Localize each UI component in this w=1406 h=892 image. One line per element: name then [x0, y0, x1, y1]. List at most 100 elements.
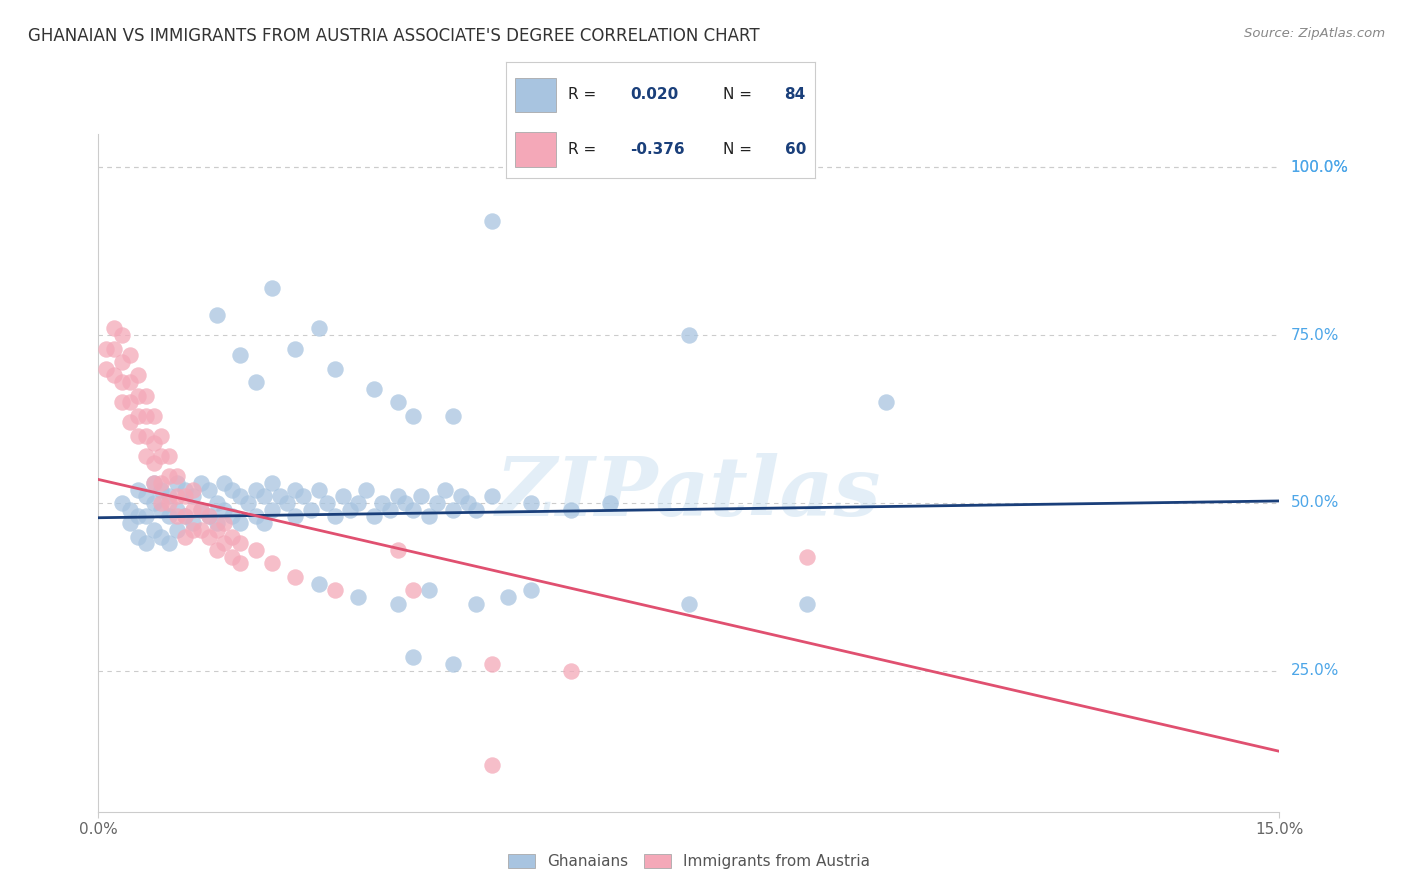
Point [433, 483, 456, 497]
Point [308, 576, 330, 591]
Point [245, 483, 267, 497]
Point [127, 368, 149, 383]
Point [363, 509, 385, 524]
Point [875, 395, 897, 409]
Point [441, 409, 464, 423]
Point [127, 483, 149, 497]
Point [205, 543, 228, 558]
Point [205, 516, 228, 530]
Point [127, 409, 149, 423]
Point [181, 483, 204, 497]
Point [560, 664, 582, 678]
Point [166, 502, 188, 516]
Point [181, 516, 204, 530]
Point [284, 342, 307, 356]
Point [157, 509, 180, 524]
Text: 100.0%: 100.0% [1291, 160, 1348, 175]
Point [142, 409, 165, 423]
Point [354, 483, 377, 497]
Text: 0.020: 0.020 [630, 87, 678, 103]
Point [284, 570, 307, 584]
Point [103, 368, 125, 383]
Point [457, 496, 479, 510]
Point [150, 502, 173, 516]
Text: Source: ZipAtlas.com: Source: ZipAtlas.com [1244, 27, 1385, 40]
Point [221, 529, 243, 543]
Point [308, 483, 330, 497]
Point [599, 496, 621, 510]
Point [166, 469, 188, 483]
Point [229, 516, 252, 530]
Point [127, 509, 149, 524]
Point [339, 502, 361, 516]
Point [142, 475, 165, 490]
Point [465, 502, 488, 516]
Text: 100.0%: 100.0% [1291, 160, 1348, 175]
Text: R =: R = [568, 142, 602, 157]
Point [142, 435, 165, 450]
Point [245, 375, 267, 389]
Point [520, 583, 543, 598]
Point [481, 214, 503, 228]
Point [197, 509, 219, 524]
Point [260, 281, 283, 295]
Point [260, 475, 283, 490]
Point [214, 502, 236, 516]
Point [127, 529, 149, 543]
Point [174, 509, 197, 524]
Point [135, 409, 157, 423]
Point [520, 496, 543, 510]
Point [481, 657, 503, 671]
Point [260, 557, 283, 571]
Point [205, 496, 228, 510]
Point [197, 529, 219, 543]
Point [387, 395, 409, 409]
Point [205, 308, 228, 322]
Point [190, 475, 212, 490]
Point [174, 483, 197, 497]
Point [402, 409, 425, 423]
Text: ZIPatlas: ZIPatlas [496, 453, 882, 533]
Point [269, 489, 291, 503]
Text: 25.0%: 25.0% [1291, 664, 1339, 678]
Point [387, 489, 409, 503]
Point [135, 509, 157, 524]
Point [181, 523, 204, 537]
Point [229, 489, 252, 503]
Text: GHANAIAN VS IMMIGRANTS FROM AUSTRIA ASSOCIATE'S DEGREE CORRELATION CHART: GHANAIAN VS IMMIGRANTS FROM AUSTRIA ASSO… [28, 27, 759, 45]
Point [157, 496, 180, 510]
Point [253, 489, 276, 503]
Point [150, 529, 173, 543]
Point [103, 342, 125, 356]
Point [135, 449, 157, 463]
Point [560, 502, 582, 516]
Point [315, 496, 337, 510]
Point [118, 516, 141, 530]
Point [111, 328, 134, 343]
Point [678, 328, 700, 343]
Text: R =: R = [568, 87, 602, 103]
Point [166, 523, 188, 537]
Point [135, 536, 157, 550]
Point [111, 375, 134, 389]
Text: 50.0%: 50.0% [1291, 495, 1339, 510]
Point [253, 516, 276, 530]
Point [190, 502, 212, 516]
Legend: Ghanaians, Immigrants from Austria: Ghanaians, Immigrants from Austria [502, 847, 876, 875]
Point [323, 509, 346, 524]
Point [260, 502, 283, 516]
Text: -0.376: -0.376 [630, 142, 685, 157]
Point [276, 496, 298, 510]
Point [118, 348, 141, 362]
Point [347, 590, 370, 604]
Text: N =: N = [723, 142, 756, 157]
Point [118, 375, 141, 389]
Point [221, 509, 243, 524]
Point [103, 321, 125, 335]
Point [441, 657, 464, 671]
Point [111, 355, 134, 369]
Point [150, 483, 173, 497]
Point [221, 483, 243, 497]
Point [402, 583, 425, 598]
Point [481, 489, 503, 503]
